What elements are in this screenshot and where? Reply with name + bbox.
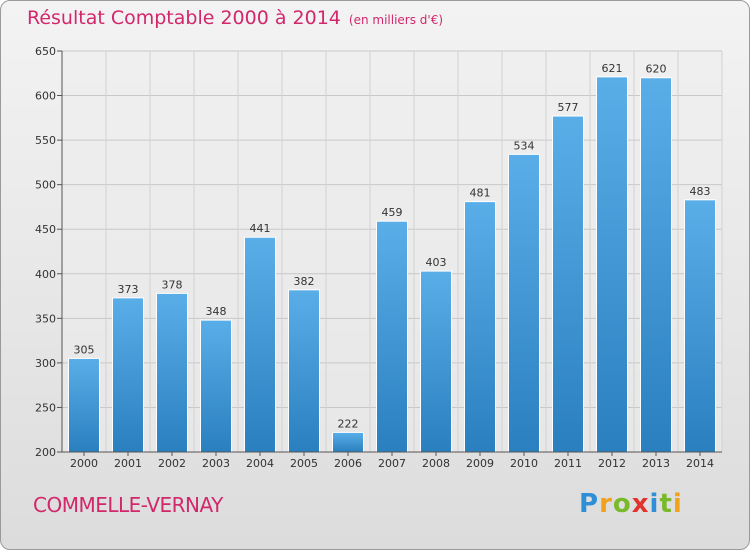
y-tick-label: 250 xyxy=(35,401,56,414)
y-tick-label: 550 xyxy=(35,134,56,147)
bar xyxy=(112,297,144,453)
x-tick-label: 2008 xyxy=(422,457,450,470)
data-label: 382 xyxy=(294,275,315,288)
data-label: 441 xyxy=(250,222,271,235)
x-tick-label: 2004 xyxy=(246,457,274,470)
bar xyxy=(156,292,188,453)
y-tick-label: 350 xyxy=(35,312,56,325)
y-tick-label: 300 xyxy=(35,357,56,370)
x-tick-label: 2009 xyxy=(466,457,494,470)
data-label: 534 xyxy=(514,139,535,152)
data-label: 577 xyxy=(558,101,579,114)
x-tick-label: 2010 xyxy=(510,457,538,470)
y-tick-label: 500 xyxy=(35,179,56,192)
x-tick-label: 2006 xyxy=(334,457,362,470)
data-label: 459 xyxy=(382,206,403,219)
bar xyxy=(68,357,100,453)
chart-subtitle: (en milliers d'€) xyxy=(348,13,444,27)
x-tick-label: 2011 xyxy=(554,457,582,470)
x-tick-label: 2007 xyxy=(378,457,406,470)
data-label: 483 xyxy=(690,185,711,198)
bar xyxy=(244,236,276,453)
chart-title: Résultat Comptable 2000 à 2014 (en millie… xyxy=(27,7,444,29)
x-tick-label: 2000 xyxy=(70,457,98,470)
x-tick-label: 2005 xyxy=(290,457,318,470)
bar xyxy=(200,319,232,453)
data-label: 403 xyxy=(426,256,447,269)
commune-name: COMMELLE-VERNAY xyxy=(33,493,223,517)
bar xyxy=(376,220,408,453)
bar xyxy=(508,153,540,453)
bar xyxy=(684,199,716,453)
y-tick-label: 200 xyxy=(35,446,56,459)
x-tick-label: 2003 xyxy=(202,457,230,470)
proxiti-logo: Proxiti xyxy=(579,489,683,519)
data-label: 621 xyxy=(602,62,623,75)
bar xyxy=(640,77,672,453)
bar xyxy=(464,201,496,453)
x-tick-label: 2001 xyxy=(114,457,142,470)
x-tick-label: 2014 xyxy=(686,457,714,470)
data-label: 620 xyxy=(646,63,667,76)
data-label: 305 xyxy=(74,343,95,356)
bar xyxy=(552,115,584,453)
bar xyxy=(288,289,320,453)
data-label: 222 xyxy=(338,417,359,430)
x-tick-label: 2012 xyxy=(598,457,626,470)
x-tick-label: 2013 xyxy=(642,457,670,470)
y-tick-label: 400 xyxy=(35,268,56,281)
y-tick-label: 600 xyxy=(35,90,56,103)
bar xyxy=(420,270,452,453)
bar xyxy=(596,76,628,453)
x-tick-label: 2002 xyxy=(158,457,186,470)
y-tick-label: 450 xyxy=(35,223,56,236)
data-label: 378 xyxy=(162,278,183,291)
data-label: 373 xyxy=(118,283,139,296)
data-label: 348 xyxy=(206,305,227,318)
bar xyxy=(332,431,364,453)
data-label: 481 xyxy=(470,187,491,200)
y-tick-label: 650 xyxy=(35,45,56,58)
